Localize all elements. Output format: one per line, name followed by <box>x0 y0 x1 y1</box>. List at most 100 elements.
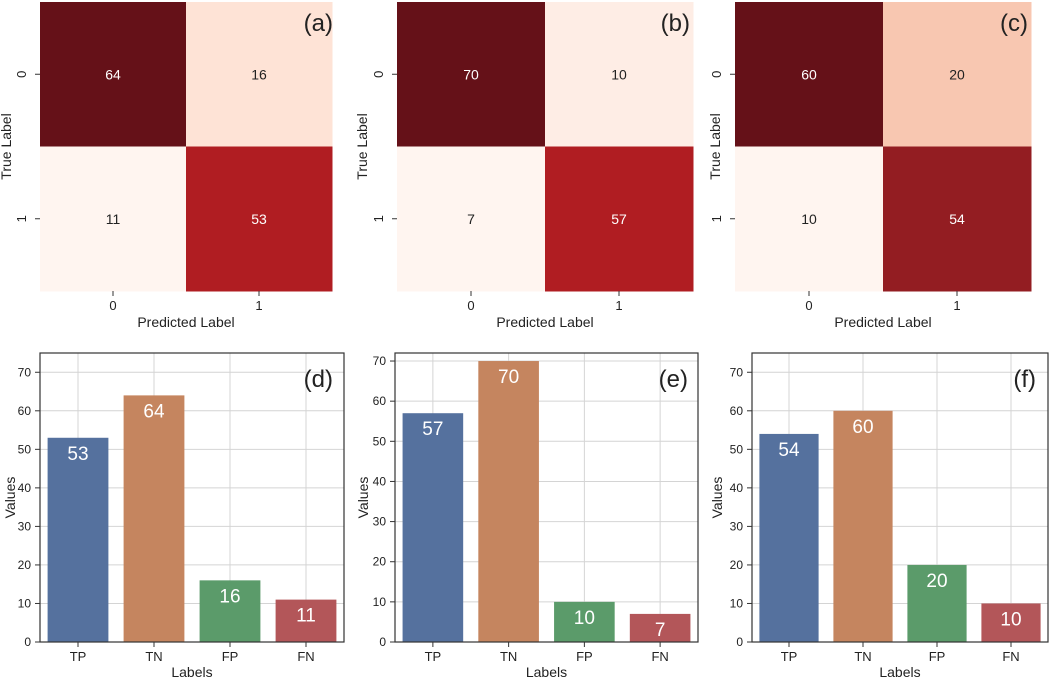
bar-value-label: 57 <box>422 419 443 440</box>
bar-tp <box>47 437 109 642</box>
y-tick-label: 10 <box>18 596 32 610</box>
bar-fn <box>981 603 1041 642</box>
heatmap-cell-value: 10 <box>801 211 817 227</box>
x-axis-title: Predicted Label <box>496 314 593 330</box>
panel-label: (a) <box>304 10 333 37</box>
heatmap-cell <box>40 2 187 147</box>
panel-label: (c) <box>1000 10 1028 37</box>
bar-value-label: 70 <box>498 367 519 388</box>
bar-value-label: 16 <box>219 586 240 607</box>
axes-frame <box>394 352 699 643</box>
bar-panel-2: 54 60 20 10 0 10 20 30 40 50 60 70 TP TN FP FN Labels Val… <box>709 352 1049 680</box>
heatmap-cell <box>883 146 1032 292</box>
y-tick-label: 1 <box>709 215 724 222</box>
y-tick-label: 30 <box>373 515 387 529</box>
heatmap-cell <box>735 146 884 292</box>
axes-frame <box>39 352 345 643</box>
y-tick-label: 30 <box>18 519 32 533</box>
panel-label: (b) <box>661 10 690 37</box>
bar-value-label: 7 <box>655 620 666 641</box>
bar-value-label: 54 <box>778 440 800 461</box>
y-tick-label: 50 <box>373 434 387 448</box>
bar-fp <box>907 564 967 642</box>
panel-label: (f) <box>1013 366 1036 393</box>
y-tick-label: 50 <box>730 442 744 456</box>
y-tick-label: 10 <box>730 596 744 610</box>
bar-fp <box>199 580 261 642</box>
x-axis-title: Predicted Label <box>834 314 931 330</box>
x-tick-label: 0 <box>467 298 474 313</box>
x-tick-label: 0 <box>109 298 116 313</box>
x-tick-label: TP <box>70 649 87 664</box>
y-tick-label: 40 <box>730 481 744 495</box>
y-tick-label: 20 <box>373 555 387 569</box>
heatmap-cell <box>397 2 546 147</box>
y-tick-label: 0 <box>24 635 31 649</box>
x-axis-title: Predicted Label <box>137 314 234 330</box>
heatmap-cell-value: 60 <box>801 66 817 82</box>
heatmap-cell-value: 57 <box>611 211 627 227</box>
heatmap-cell <box>735 2 884 147</box>
x-tick-label: FN <box>1002 649 1019 664</box>
bar-tp <box>759 433 819 642</box>
bar-value-label: 10 <box>574 608 595 629</box>
panel-label: (d) <box>304 366 333 393</box>
bar-value-label: 20 <box>926 571 947 592</box>
bar-fn <box>629 613 691 642</box>
heatmap-cell-value: 11 <box>106 211 121 227</box>
bar-tn <box>123 395 185 642</box>
x-tick-label: TN <box>854 649 871 664</box>
bar-tn <box>833 410 893 642</box>
heatmap-cell-value: 53 <box>251 211 267 227</box>
x-tick-label: FN <box>651 649 668 664</box>
x-tick-label: FP <box>576 649 593 664</box>
x-tick-label: TN <box>500 649 517 664</box>
y-tick-label: 60 <box>373 394 387 408</box>
bar-value-label: 11 <box>296 606 316 627</box>
x-axis-title: Labels <box>526 664 567 680</box>
x-tick-label: FP <box>222 649 239 664</box>
bar-value-label: 64 <box>143 401 165 422</box>
heatmap-cell <box>397 146 546 292</box>
y-tick-label: 20 <box>18 558 32 572</box>
y-tick-label: 1 <box>371 215 386 222</box>
x-tick-label: FN <box>297 649 314 664</box>
y-tick-label: 40 <box>18 481 32 495</box>
heatmap-cell-value: 70 <box>463 66 479 82</box>
heatmap-cell <box>40 146 187 292</box>
heatmap-panel-0: 64 16 11 53 (a) 0 1 0 1 Predicted Label True Label <box>0 2 333 330</box>
y-tick-label: 0 <box>709 71 724 78</box>
x-tick-label: TP <box>425 649 442 664</box>
heatmap-cell-value: 54 <box>949 211 965 227</box>
y-tick-label: 40 <box>373 474 387 488</box>
heatmap-cell-value: 16 <box>251 66 267 82</box>
y-tick-label: 0 <box>14 71 29 78</box>
x-axis-title: Labels <box>171 664 212 680</box>
heatmap-cell-value: 7 <box>467 211 475 227</box>
axes-frame <box>751 352 1049 643</box>
x-tick-label: FP <box>929 649 946 664</box>
x-tick-label: 1 <box>953 298 960 313</box>
y-tick-label: 50 <box>18 442 32 456</box>
bar-panel-0: 53 64 16 11 0 10 20 30 40 50 60 70 TP TN FP FN Labels Val… <box>2 352 345 680</box>
y-tick-label: 70 <box>730 365 744 379</box>
y-tick-label: 60 <box>730 404 744 418</box>
heatmap-cell <box>186 2 333 147</box>
bar-value-label: 53 <box>67 444 88 465</box>
y-axis-title: True Label <box>707 113 723 179</box>
bar-value-label: 60 <box>852 417 873 438</box>
heatmap-cell <box>545 146 694 292</box>
bar-tp <box>402 413 464 642</box>
y-tick-label: 20 <box>730 558 744 572</box>
bar-fn <box>275 599 337 642</box>
bar-fp <box>554 601 615 642</box>
x-tick-label: TN <box>145 649 162 664</box>
heatmap-cell-value: 10 <box>611 66 627 82</box>
y-axis-title: Values <box>2 477 18 519</box>
y-tick-label: 70 <box>18 365 32 379</box>
x-tick-label: 1 <box>615 298 622 313</box>
y-tick-label: 30 <box>730 519 744 533</box>
